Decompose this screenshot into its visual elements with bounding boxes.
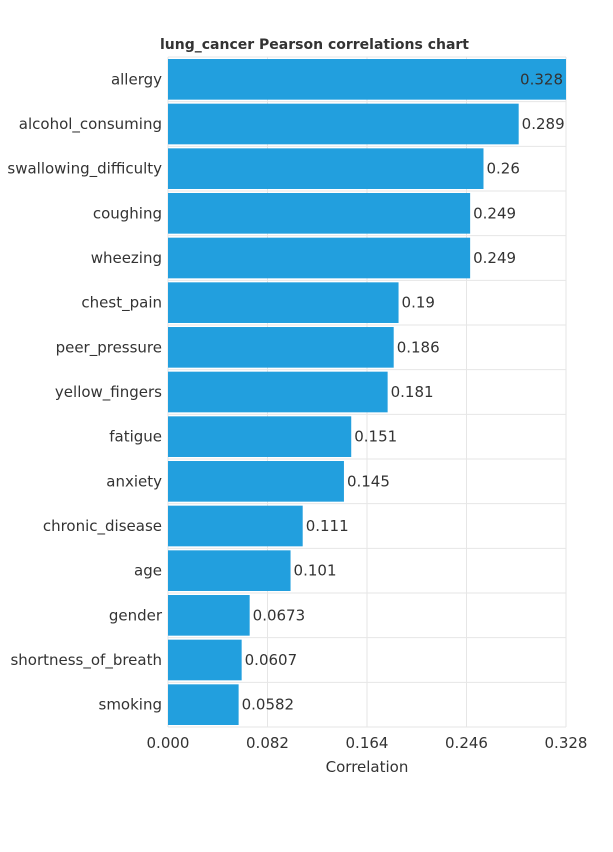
x-axis-title: Correlation [326,758,409,776]
data-label: 0.249 [473,249,516,267]
category-label: shortness_of_breath [10,651,162,670]
x-tick-label: 0.328 [545,734,588,752]
bar-shortness_of_breath [168,639,242,681]
labels-layer: allergy 0.328 alcohol_consuming 0.289 swallo… [7,70,564,713]
bar-anxiety [168,461,344,502]
bar-swallowing_difficulty [168,148,484,189]
grid-layer [167,56,567,728]
data-label: 0.0582 [242,696,295,714]
x-tick-label: 0.000 [147,734,190,752]
category-label: peer_pressure [56,338,162,357]
category-label: yellow_fingers [55,383,162,402]
x-tick-label: 0.082 [246,734,289,752]
category-label: chronic_disease [43,517,162,536]
bar-yellow_fingers [168,371,388,413]
bar-smoking [168,684,239,725]
bar-wheezing [168,237,471,279]
bar-fatigue [168,416,352,457]
data-label: 0.186 [397,338,440,356]
data-label: 0.26 [486,160,519,178]
bar-gender [168,595,250,636]
category-label: anxiety [106,472,162,490]
data-label: 0.289 [522,115,565,133]
category-label: allergy [111,70,162,88]
category-label: gender [109,606,163,624]
bars-layer [168,59,566,725]
data-label: 0.181 [391,383,434,401]
category-label: wheezing [91,249,162,267]
bar-peer_pressure [168,327,394,368]
bar-chest_pain [168,282,399,323]
data-label: 0.0607 [245,651,298,669]
data-label: 0.111 [306,517,349,535]
bar-allergy [168,59,566,100]
category-label: alcohol_consuming [19,115,162,134]
data-label: 0.145 [347,472,390,490]
category-label: smoking [99,696,163,714]
category-label: swallowing_difficulty [7,160,162,179]
data-label: 0.0673 [253,606,306,624]
chart-title: lung_cancer Pearson correlations chart [160,37,469,53]
bar-coughing [168,193,471,234]
x-tick-label: 0.246 [445,734,488,752]
category-label: age [134,562,162,580]
data-label: 0.249 [473,204,516,222]
category-label: fatigue [109,428,162,446]
category-label: coughing [93,204,162,222]
bar-age [168,550,291,591]
bar-alcohol_consuming [168,103,519,145]
category-label: chest_pain [81,294,162,313]
bar-chronic_disease [168,505,303,547]
data-label: 0.19 [402,294,435,312]
x-axis-ticks: 0.000 0.082 0.164 0.246 0.328 [147,734,588,752]
data-label: 0.101 [294,562,337,580]
data-label: 0.328 [520,70,563,88]
data-label: 0.151 [354,428,397,446]
x-tick-label: 0.164 [346,734,389,752]
